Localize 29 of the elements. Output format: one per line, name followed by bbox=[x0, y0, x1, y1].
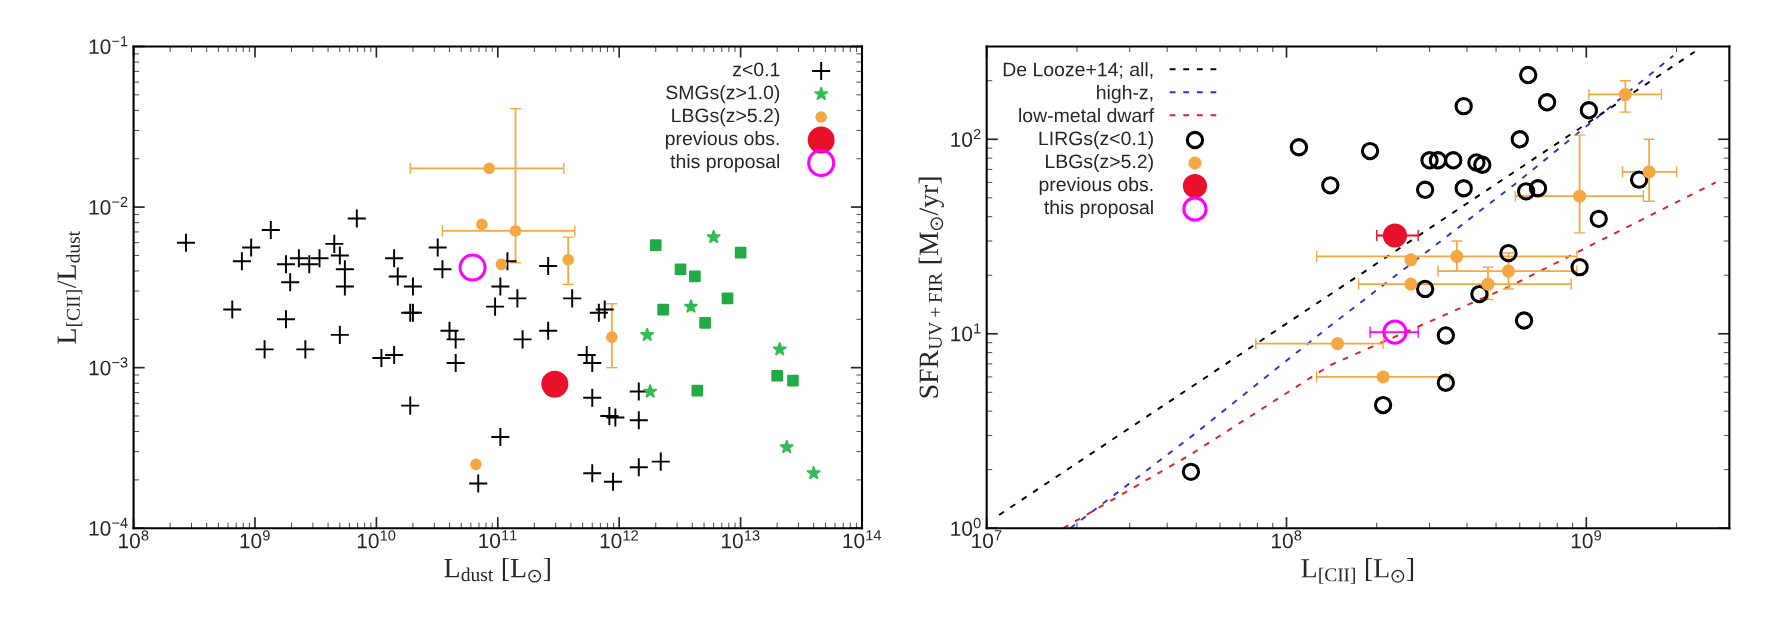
x-tick-label: 10$^{12}$ bbox=[600, 530, 638, 549]
x-tick-label: 10$^{9}$ bbox=[1571, 530, 1602, 549]
legend-label: previous obs. bbox=[665, 131, 779, 150]
x-axis-title: L$_{dust}$ [L$_{⊙}$] bbox=[444, 557, 550, 583]
legend-label: LIRGs(z<0.1) bbox=[1039, 131, 1153, 150]
y-axis-title: SFR$_{UV+FIR}$ [M$_{⊙}$/yr] bbox=[918, 177, 944, 398]
x-tick-label: 10$^{14}$ bbox=[843, 530, 882, 549]
legend-label: LBGs(z>5.2) bbox=[1046, 154, 1153, 173]
x-tick-label: 10$^{13}$ bbox=[722, 530, 760, 549]
legend-label: low-metal dwarf bbox=[1019, 108, 1155, 123]
legend-label: z<0.1 bbox=[733, 62, 780, 77]
legend-label: SMGs(z>1.0) bbox=[666, 85, 780, 104]
y-tick-label: 10$^{2}$ bbox=[951, 128, 981, 148]
legend-label: De Looze+14; all, bbox=[1003, 62, 1153, 79]
x-tick-label: 10$^{8}$ bbox=[1272, 530, 1302, 549]
legend-label: this proposal bbox=[670, 154, 780, 173]
y-tick-label: 10$^{−1}$ bbox=[89, 36, 128, 55]
x-tick-label: 10$^{11}$ bbox=[479, 530, 517, 549]
legend-label: this proposal bbox=[1044, 199, 1153, 219]
y-tick-label: 10$^{−2}$ bbox=[89, 196, 128, 215]
y-tick-label: 10$^{1}$ bbox=[951, 323, 981, 342]
legend-label: LBGs(z>5.2) bbox=[672, 108, 780, 127]
x-axis-title: L$_{[CII]}$ [L$_{⊙}$] bbox=[1301, 558, 1414, 584]
y-tick-label: 10$^{−3}$ bbox=[89, 357, 128, 376]
y-axis-title: L$_{[CII]}$/L$_{dust}$ bbox=[57, 231, 83, 344]
x-tick-label: 10$^{10}$ bbox=[357, 530, 396, 549]
legend-label: previous obs. bbox=[1039, 176, 1153, 196]
x-tick-label: 10$^{9}$ bbox=[240, 530, 270, 549]
legend-label: high-z, bbox=[1097, 85, 1153, 104]
